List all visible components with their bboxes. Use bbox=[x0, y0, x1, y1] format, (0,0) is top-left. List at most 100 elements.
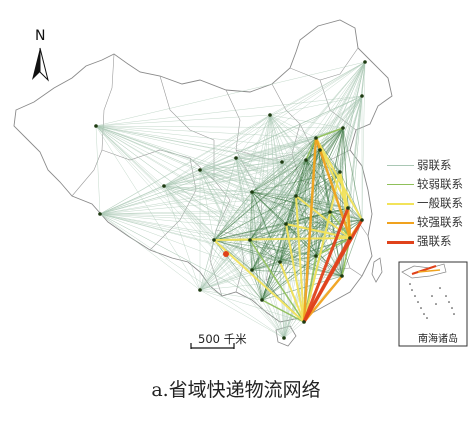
network-link bbox=[269, 114, 317, 139]
legend-label: 较强联系 bbox=[417, 215, 463, 229]
network-link bbox=[199, 169, 215, 241]
network-link bbox=[251, 191, 285, 339]
network-link bbox=[199, 169, 363, 221]
network-link bbox=[235, 157, 281, 263]
network-link bbox=[341, 219, 363, 277]
network-link bbox=[99, 207, 349, 215]
legend: 弱联系 较弱联系 一般联系 较强联系 强联系 bbox=[387, 156, 472, 251]
legend-label: 一般联系 bbox=[417, 196, 463, 210]
network-link bbox=[95, 125, 321, 151]
province-node-shanxi bbox=[280, 160, 284, 164]
province-node-jilin bbox=[360, 94, 364, 98]
network-link bbox=[235, 149, 321, 159]
network-link bbox=[199, 289, 305, 323]
legend-label: 弱联系 bbox=[417, 158, 452, 172]
network-link bbox=[199, 239, 215, 291]
network-link bbox=[95, 125, 165, 187]
network-link bbox=[235, 157, 253, 271]
network-link bbox=[95, 125, 263, 301]
network-link bbox=[279, 223, 287, 263]
network-link bbox=[339, 127, 344, 173]
network-link bbox=[163, 149, 321, 187]
network-link bbox=[329, 211, 343, 277]
network-link bbox=[199, 157, 237, 171]
network-link bbox=[163, 137, 317, 187]
network-link bbox=[99, 195, 297, 215]
province-node-hunan bbox=[278, 260, 282, 264]
network-link bbox=[249, 159, 307, 241]
network-link bbox=[261, 299, 285, 339]
network-link bbox=[213, 237, 351, 241]
network-link bbox=[99, 157, 237, 215]
network-link bbox=[235, 157, 297, 197]
province-nodes bbox=[94, 60, 367, 340]
network-link bbox=[95, 125, 237, 159]
province-node-ningxia bbox=[234, 156, 238, 160]
network-link bbox=[95, 125, 331, 213]
province-node-hebei bbox=[304, 158, 308, 162]
network-link bbox=[95, 125, 317, 257]
network-link bbox=[251, 191, 331, 213]
province-node-sichuan bbox=[212, 238, 216, 242]
network-link bbox=[302, 207, 350, 323]
province-node-hubei bbox=[284, 222, 288, 226]
network-link bbox=[95, 125, 351, 239]
province-node-shanghai bbox=[360, 218, 364, 222]
network-link bbox=[199, 269, 253, 291]
network-link bbox=[249, 211, 331, 241]
network-link bbox=[163, 185, 305, 323]
network-link bbox=[163, 61, 366, 187]
network-link bbox=[199, 159, 307, 291]
network-link bbox=[251, 95, 363, 193]
network-link bbox=[235, 157, 287, 225]
province-node-yunnan bbox=[198, 288, 202, 292]
network-link bbox=[99, 213, 215, 241]
network-link bbox=[281, 137, 317, 163]
network-link bbox=[235, 157, 331, 213]
province-node-zhejiang bbox=[348, 236, 352, 240]
network-link bbox=[295, 195, 305, 323]
network-link bbox=[199, 114, 271, 291]
taiwan-island bbox=[371, 257, 383, 283]
network-link bbox=[249, 239, 253, 271]
network-link bbox=[235, 114, 271, 159]
legend-item-fairly-strong: 较强联系 bbox=[387, 213, 472, 232]
network-link bbox=[213, 239, 305, 323]
network-link bbox=[95, 114, 271, 127]
network-link bbox=[99, 213, 253, 271]
network-link bbox=[163, 114, 271, 187]
network-link bbox=[199, 255, 317, 291]
legend-swatch bbox=[387, 222, 414, 224]
network-link bbox=[99, 61, 366, 215]
network-link bbox=[269, 114, 341, 173]
network-link bbox=[249, 239, 343, 277]
province-node-jiangsu bbox=[346, 206, 350, 210]
network-link bbox=[302, 219, 364, 323]
network-link bbox=[95, 125, 215, 241]
scale-bar bbox=[190, 343, 235, 349]
network-link bbox=[269, 114, 287, 225]
network-link bbox=[303, 171, 341, 323]
network-link bbox=[235, 157, 283, 163]
network-link bbox=[295, 195, 351, 239]
network-link bbox=[163, 185, 281, 263]
network-link bbox=[199, 275, 343, 291]
network-link bbox=[213, 239, 263, 301]
network-link bbox=[199, 114, 271, 171]
network-link bbox=[199, 289, 285, 339]
network-link bbox=[339, 171, 349, 209]
legend-label: 较弱联系 bbox=[417, 177, 463, 191]
network-link bbox=[213, 195, 297, 241]
legend-swatch bbox=[387, 241, 414, 244]
network-link bbox=[279, 255, 317, 263]
scale-bar-label: 500 千米 bbox=[198, 332, 247, 346]
network-link bbox=[279, 211, 331, 263]
network-link bbox=[251, 161, 283, 193]
network-link bbox=[95, 125, 341, 173]
network-link bbox=[95, 125, 201, 291]
network-links bbox=[95, 61, 366, 339]
north-arrow-label: N bbox=[35, 28, 46, 44]
network-link bbox=[95, 125, 363, 221]
network-link bbox=[199, 137, 317, 291]
network-link bbox=[99, 213, 251, 241]
